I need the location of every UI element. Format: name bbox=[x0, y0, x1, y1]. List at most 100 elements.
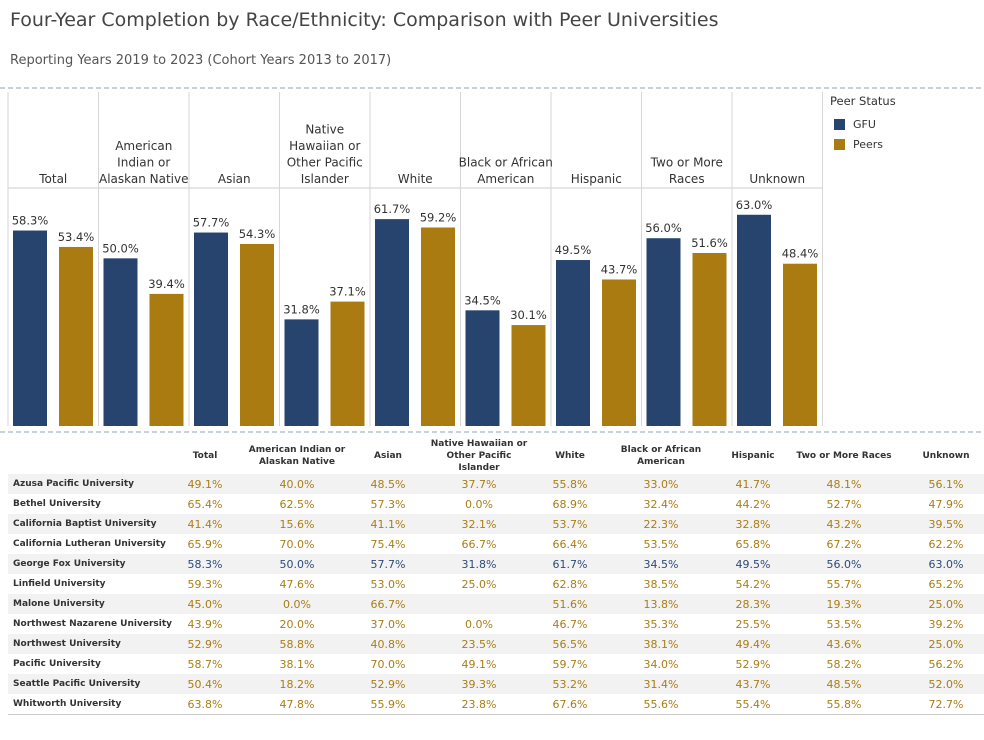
university-name: Linfield University bbox=[13, 579, 106, 589]
university-name: Malone University bbox=[8, 594, 178, 614]
completion-rate-cell: 37.7% bbox=[414, 474, 544, 494]
bar-value-label: 43.7% bbox=[601, 262, 638, 276]
chart-title: Four-Year Completion by Race/Ethnicity: … bbox=[10, 9, 719, 31]
completion-rate-cell: 39.2% bbox=[928, 617, 964, 631]
completion-rate-cell: 55.8% bbox=[780, 694, 908, 715]
completion-rate-cell: 49.4% bbox=[726, 634, 780, 654]
bar-value-label: 34.5% bbox=[464, 293, 501, 307]
completion-rate-cell: 61.7% bbox=[544, 554, 596, 574]
completion-rate-cell: 41.4% bbox=[178, 514, 232, 534]
bar-gfu[interactable] bbox=[556, 260, 590, 426]
completion-rate-cell: 25.0% bbox=[908, 634, 984, 654]
completion-rate-cell: 72.7% bbox=[908, 694, 984, 715]
table-column-header: Hispanic bbox=[731, 451, 775, 461]
bar-value-label: 58.3% bbox=[12, 214, 49, 228]
completion-rate-cell: 23.8% bbox=[414, 694, 544, 715]
completion-rate-cell: 45.0% bbox=[178, 594, 232, 614]
category-label: Asian bbox=[218, 172, 251, 186]
bar-value-label: 49.5% bbox=[555, 243, 592, 257]
bar-peers[interactable] bbox=[240, 243, 274, 426]
completion-rate-cell: 57.7% bbox=[362, 554, 414, 574]
bar-peers[interactable] bbox=[330, 301, 365, 426]
completion-rate-cell: 59.3% bbox=[187, 577, 223, 591]
table-column-header: White bbox=[555, 451, 585, 461]
bar-value-label: 51.6% bbox=[691, 236, 728, 250]
completion-rate-cell: 0.0% bbox=[465, 617, 493, 631]
completion-rate-cell: 41.7% bbox=[726, 474, 780, 494]
completion-rate-cell: 49.1% bbox=[461, 657, 497, 671]
completion-rate-cell: 62.5% bbox=[279, 497, 315, 511]
category-label: American Indian or Alaskan Native bbox=[99, 139, 189, 186]
completion-rate-cell: 50.0% bbox=[232, 554, 362, 574]
completion-rate-cell: 63.0% bbox=[908, 554, 984, 574]
bar-value-label: 31.8% bbox=[283, 302, 320, 316]
completion-rate-cell: 31.4% bbox=[596, 674, 726, 694]
bar-peers[interactable] bbox=[511, 325, 546, 426]
completion-rate-cell: 18.2% bbox=[232, 674, 362, 694]
table-row: California Baptist University 41.4% 15.6% 4… bbox=[8, 514, 984, 534]
table-row: Linfield University 59.3% 47.6% 53.0% 25.0% 6… bbox=[8, 574, 984, 594]
completion-rate-cell: 25.0% bbox=[461, 577, 497, 591]
completion-rate-cell: 44.2% bbox=[735, 497, 771, 511]
category-label: Hispanic bbox=[571, 172, 622, 186]
university-name: Azusa Pacific University bbox=[8, 474, 178, 494]
completion-rate-cell: 65.8% bbox=[735, 537, 771, 551]
bar-gfu[interactable] bbox=[13, 230, 47, 426]
university-name: California Baptist University bbox=[8, 514, 178, 534]
completion-rate-cell: 75.4% bbox=[370, 537, 406, 551]
bar-gfu[interactable] bbox=[375, 219, 409, 426]
completion-rate-cell: 58.3% bbox=[178, 554, 232, 574]
completion-rate-cell: 32.8% bbox=[726, 514, 780, 534]
table-row: Pacific University 58.7% 38.1% 70.0% 49.1% 59… bbox=[8, 654, 984, 674]
completion-rate-cell: 40.0% bbox=[232, 474, 362, 494]
completion-rate-cell: 0.0% bbox=[465, 497, 493, 511]
bar-value-label: 63.0% bbox=[736, 198, 773, 212]
bar-value-label: 53.4% bbox=[58, 230, 95, 244]
bar-peers[interactable] bbox=[421, 227, 455, 426]
bar-peers[interactable] bbox=[59, 246, 93, 426]
completion-rate-cell: 0.0% bbox=[232, 594, 362, 614]
bar-value-label: 56.0% bbox=[645, 221, 682, 235]
bar-gfu[interactable] bbox=[646, 238, 681, 426]
bar-peers[interactable] bbox=[783, 263, 817, 426]
bar-gfu[interactable] bbox=[194, 232, 228, 426]
table-header-row: Total American Indian or Alaskan Native Asi… bbox=[8, 438, 984, 474]
chart-subtitle: Reporting Years 2019 to 2023 (Cohort Yea… bbox=[10, 53, 392, 68]
legend: Peer Status GFU Peers bbox=[830, 94, 896, 154]
legend-label-peers: Peers bbox=[853, 137, 884, 151]
table-row: Northwest Nazarene University 43.9% 20.0% 3… bbox=[8, 614, 984, 634]
completion-rate-cell: 32.1% bbox=[414, 514, 544, 534]
completion-rate-cell: 52.9% bbox=[735, 657, 771, 671]
completion-rate-cell: 33.0% bbox=[596, 474, 726, 494]
completion-rate-cell: 48.5% bbox=[362, 474, 414, 494]
completion-rate-cell: 22.3% bbox=[596, 514, 726, 534]
completion-rate-cell: 41.1% bbox=[362, 514, 414, 534]
completion-rate-cell: 51.6% bbox=[544, 594, 596, 614]
bar-peers[interactable] bbox=[149, 293, 184, 426]
completion-rate-cell: 56.0% bbox=[780, 554, 908, 574]
table-row: Northwest University 52.9% 58.8% 40.8% 23.5%… bbox=[8, 634, 984, 654]
completion-rate-cell: 38.5% bbox=[643, 577, 679, 591]
bar-gfu[interactable] bbox=[284, 319, 319, 426]
completion-rate-cell: 53.5% bbox=[643, 537, 679, 551]
bar-peers[interactable] bbox=[692, 252, 727, 426]
bar-gfu[interactable] bbox=[737, 214, 771, 426]
bar-gfu[interactable] bbox=[465, 310, 500, 426]
completion-rate-cell: 55.7% bbox=[826, 577, 862, 591]
completion-rate-cell: 66.7% bbox=[461, 537, 497, 551]
completion-rate-cell: 62.8% bbox=[552, 577, 588, 591]
table-row: Bethel University 65.4% 62.5% 57.3% 0.0% 68.9… bbox=[8, 494, 984, 514]
completion-rate-cell: 52.7% bbox=[826, 497, 862, 511]
completion-rate-cell: 32.4% bbox=[643, 497, 679, 511]
legend-item-gfu[interactable]: GFU bbox=[830, 114, 896, 134]
bar-value-label: 37.1% bbox=[329, 285, 366, 299]
table-column-header: Native Hawaiian or Other Pacific Islander bbox=[430, 439, 528, 473]
completion-rate-cell: 15.6% bbox=[232, 514, 362, 534]
university-name: Northwest Nazarene University bbox=[13, 619, 172, 629]
bar-gfu[interactable] bbox=[103, 258, 138, 426]
completion-rate-cell: 25.0% bbox=[908, 594, 984, 614]
legend-item-peers[interactable]: Peers bbox=[830, 134, 896, 154]
completion-rate-cell: 56.1% bbox=[908, 474, 984, 494]
bar-peers[interactable] bbox=[602, 279, 636, 426]
completion-rate-cell: 58.8% bbox=[232, 634, 362, 654]
